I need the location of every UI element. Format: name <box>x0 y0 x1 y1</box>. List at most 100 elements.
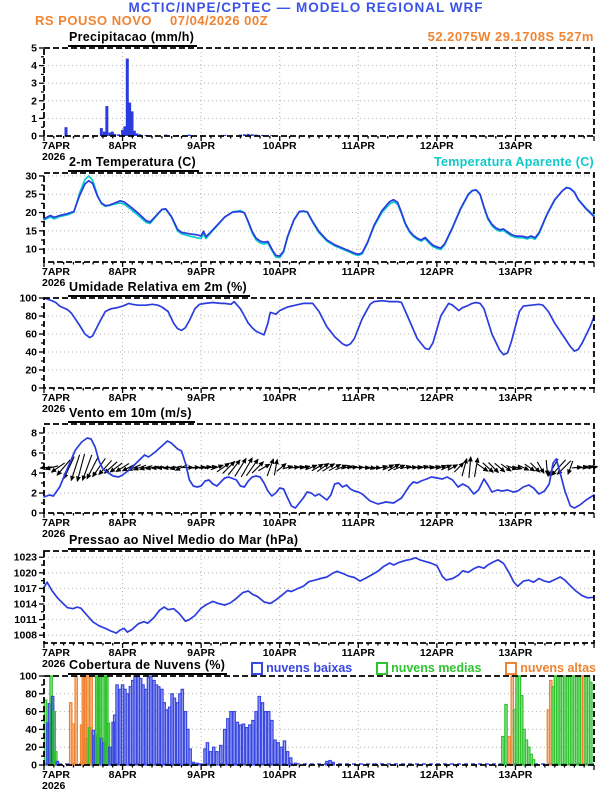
svg-text:6: 6 <box>31 448 37 460</box>
cloud-bar <box>263 710 268 766</box>
cloud-bar <box>222 728 227 766</box>
svg-text:80: 80 <box>25 311 37 323</box>
precip-bar <box>223 134 227 136</box>
station-coordinates: 52.2075W 29.1708S 527m <box>427 29 594 44</box>
wind-arrow <box>359 465 371 471</box>
precip-bar <box>117 134 121 136</box>
wind-arrow <box>399 464 412 470</box>
wind-arrow <box>305 464 318 471</box>
wind-arrow <box>70 454 81 482</box>
legend-nuvens-medias-label: nuvens medias <box>391 661 482 675</box>
x-start-label: 7APR <box>42 392 70 404</box>
precip-bar <box>105 106 109 136</box>
wind-arrow <box>109 462 123 473</box>
svg-text:15: 15 <box>25 225 37 237</box>
pressure-series <box>43 556 595 634</box>
x-day-label: 11APR <box>342 769 376 781</box>
x-day-label: 12APR <box>420 647 454 659</box>
cloud-bar <box>232 710 236 766</box>
x-day-label: 8APR <box>109 769 137 781</box>
x-year-label: 2026 <box>42 528 66 540</box>
precip-bar <box>260 134 264 136</box>
cloud-bar <box>226 718 230 766</box>
x-day-label: 8APR <box>109 140 137 152</box>
wind-title: Vento em 10m (m/s) <box>68 406 195 423</box>
wind-arrow <box>476 463 489 472</box>
cloud-bar <box>325 760 329 766</box>
cloud-bar <box>251 719 255 766</box>
precip-bar <box>125 58 129 137</box>
wind-arrow <box>582 464 594 470</box>
svg-text:20: 20 <box>25 365 37 377</box>
cloud-bar <box>504 703 508 766</box>
wind-arrow <box>576 464 589 470</box>
apparent-temperature-label: Temperatura Aparente (C) <box>433 155 594 169</box>
x-start-label: 7APR <box>42 517 70 529</box>
wind-arrow <box>316 462 330 472</box>
x-day-label: 10APR <box>263 647 297 659</box>
x-year-label: 2026 <box>42 780 66 792</box>
wind-arrow <box>393 464 406 471</box>
wind-arrow <box>240 457 253 478</box>
precip-bar <box>123 126 127 136</box>
svg-text:80: 80 <box>25 688 37 700</box>
cloud-bar <box>208 751 213 766</box>
x-day-label: 11APR <box>342 647 376 659</box>
cloud-bar <box>241 723 246 766</box>
legend-nuvens-medias: nuvens medias <box>376 661 481 675</box>
svg-text:1: 1 <box>31 113 37 125</box>
wind-arrow <box>512 465 523 471</box>
wind-arrow <box>536 461 545 474</box>
precip-bar <box>113 133 117 136</box>
x-day-label: 13APR <box>498 392 532 404</box>
legend-nuvens-altas-label: nuvens altas <box>520 661 596 675</box>
wind-arrow <box>234 457 247 477</box>
x-day-label: 8APR <box>109 517 137 529</box>
cloud-bar <box>218 744 223 766</box>
legend-nuvens-baixas-label: nuvens baixas <box>266 661 353 675</box>
svg-text:4: 4 <box>31 60 37 72</box>
cloud-bar <box>507 735 511 766</box>
x-day-label: 13APR <box>498 517 532 529</box>
svg-text:40: 40 <box>25 347 37 359</box>
legend-nuvens-baixas: nuvens baixas <box>251 661 352 675</box>
precip-bar <box>121 129 125 136</box>
wind-arrow <box>56 459 71 476</box>
cloud-bar <box>133 675 137 766</box>
precip-bar <box>246 133 250 136</box>
svg-text:0: 0 <box>31 760 37 772</box>
wind-arrow <box>266 458 275 477</box>
wind-arrow <box>92 458 106 478</box>
svg-text:1008: 1008 <box>14 630 38 642</box>
x-year-label: 2026 <box>42 403 66 415</box>
temperature-series <box>43 175 595 259</box>
wind-arrow <box>81 454 93 482</box>
cloud-bar <box>215 751 219 766</box>
svg-text:8: 8 <box>31 428 37 440</box>
cloud-bar <box>279 746 284 766</box>
pressure-title: Pressao ao Nivel Medio do Mar (hPa) <box>68 533 302 550</box>
wind-arrow <box>251 461 265 474</box>
wind-arrow <box>473 457 480 477</box>
x-start-label: 7APR <box>42 266 70 278</box>
wind-arrow <box>294 464 306 470</box>
x-day-label: 10APR <box>263 392 297 404</box>
precip-bar <box>103 131 106 136</box>
svg-text:0: 0 <box>31 508 37 520</box>
x-day-label: 10APR <box>263 266 297 278</box>
wind-arrow <box>500 463 512 472</box>
x-day-label: 9APR <box>187 769 215 781</box>
wind-arrow <box>246 458 259 477</box>
x-day-label: 12APR <box>420 266 454 278</box>
x-day-label: 13APR <box>498 769 532 781</box>
wind-arrow <box>222 460 236 474</box>
svg-text:25: 25 <box>25 189 37 201</box>
wind-series <box>43 437 595 509</box>
cloud-bar <box>260 702 265 766</box>
wind-arrow <box>76 453 86 482</box>
x-day-label: 12APR <box>420 517 454 529</box>
svg-text:2: 2 <box>31 488 37 500</box>
precip-bar <box>108 132 112 136</box>
